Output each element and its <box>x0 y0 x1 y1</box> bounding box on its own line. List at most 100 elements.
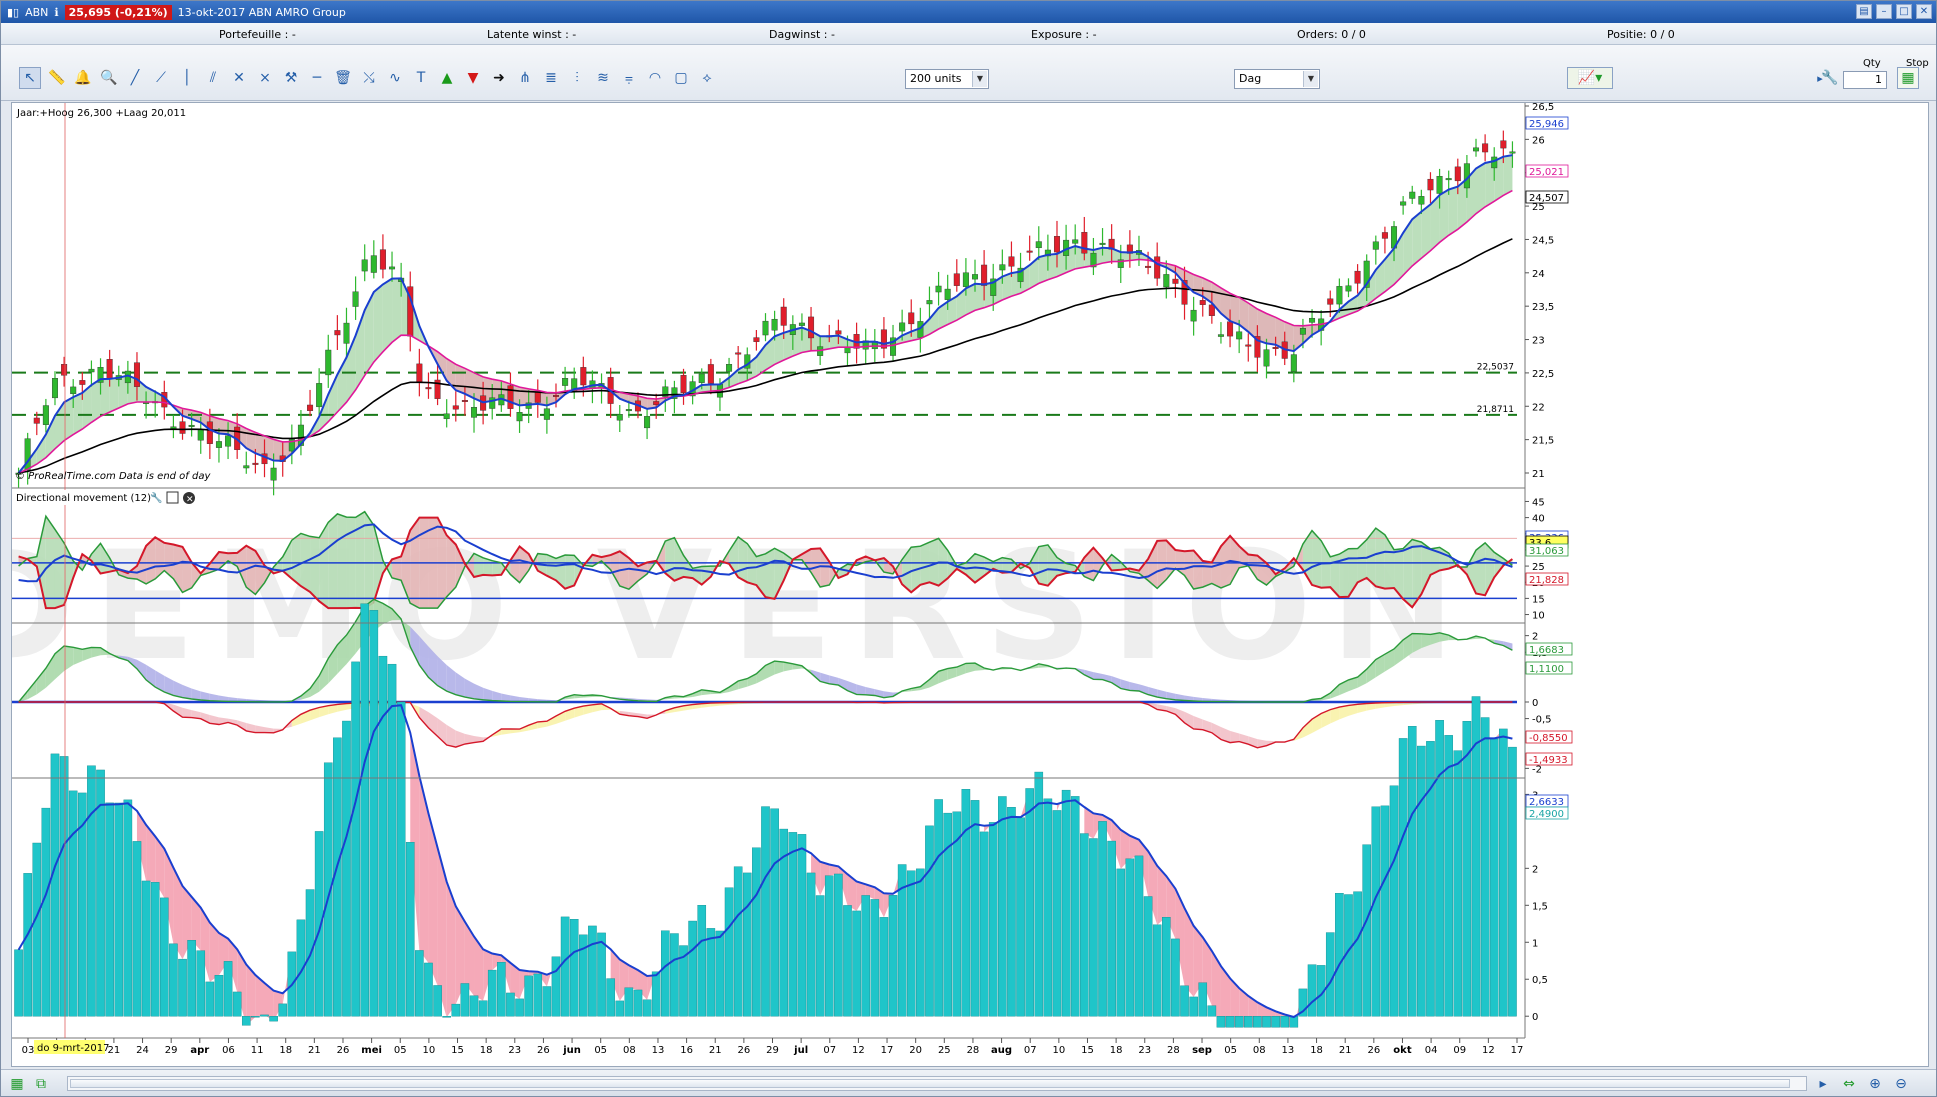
zoom-out-icon[interactable]: ⊖ <box>1895 1076 1907 1092</box>
horizontal-scrollbar[interactable] <box>67 1076 1807 1091</box>
alert-bell-icon[interactable]: 🔔 <box>74 70 92 86</box>
hist-bar <box>497 962 506 1017</box>
fan-icon[interactable]: ✕ <box>233 70 245 86</box>
add-indicator-icon[interactable]: ⧉ <box>36 1076 46 1092</box>
dm-cloud-segment <box>1066 563 1076 574</box>
hist-bar <box>1080 833 1089 1017</box>
rectangle-icon[interactable]: ▢ <box>674 70 688 86</box>
directional-movement-panel[interactable] <box>12 510 1517 610</box>
hist-fill-segment <box>464 921 475 996</box>
ma-cloud-segment <box>902 331 912 343</box>
wave-icon[interactable]: ∿ <box>389 70 401 86</box>
candle-body <box>70 386 77 395</box>
dm-cloud-segment <box>984 557 994 576</box>
tools-icon[interactable]: ⚒ <box>284 70 298 86</box>
ma-cloud-segment <box>36 434 46 465</box>
hist-bar <box>1243 1016 1253 1028</box>
price-panel[interactable]: 22,5037 21,8711 <box>12 130 1517 496</box>
hist-bar <box>260 1014 269 1017</box>
indicator-settings-icon[interactable]: 🔧 <box>150 491 162 504</box>
andrews-icon[interactable]: ⨯ <box>259 70 271 86</box>
order-ticket-icon[interactable]: ▦ <box>1897 67 1919 89</box>
histogram-panel[interactable] <box>14 603 1517 1028</box>
candle-body <box>24 438 31 471</box>
oscillator-panel[interactable] <box>12 598 1517 749</box>
x-tick-label: jul <box>793 1045 808 1056</box>
fit-chart-icon[interactable]: ⇔ <box>1843 1076 1855 1092</box>
buy-arrow-icon[interactable]: ▲ <box>441 70 453 86</box>
hist-bar <box>1152 924 1162 1017</box>
chart-type-icon[interactable]: 📈▾ <box>1567 67 1613 89</box>
hist-bar <box>1389 785 1399 1017</box>
scroll-thumb[interactable] <box>70 1079 1790 1088</box>
ma-cloud-segment <box>1038 254 1048 284</box>
add-chart-icon[interactable]: ▦ <box>10 1076 24 1092</box>
candle-body <box>88 368 95 373</box>
close-button[interactable]: ✕ <box>1916 4 1932 19</box>
vertical-line-icon[interactable]: │ <box>182 70 192 86</box>
regression-icon[interactable]: ⩦ <box>624 70 634 86</box>
info-icon[interactable]: ℹ <box>54 5 59 19</box>
layout-icon[interactable]: ▤ <box>1856 4 1872 19</box>
channel-icon[interactable]: ⫽ <box>209 70 217 86</box>
zoom-icon[interactable]: 🔍 <box>100 70 118 86</box>
hist-bar <box>1207 1005 1217 1017</box>
x-tick-label: 05 <box>1224 1045 1237 1056</box>
candle-body <box>625 409 632 412</box>
fibonacci-icon[interactable]: ≣ <box>545 70 557 86</box>
orders-text[interactable]: Orders: 0 / 0 <box>1297 28 1366 41</box>
x-tick-label: 07 <box>823 1045 836 1056</box>
text-icon[interactable]: T <box>416 70 426 86</box>
right-arrow-icon[interactable]: ➜ <box>493 70 505 86</box>
hist-bar <box>269 1016 278 1022</box>
ma-mid-line <box>18 189 1513 474</box>
segment-icon[interactable]: ╱ <box>130 70 140 86</box>
sell-arrow-icon[interactable]: ▼ <box>467 70 479 86</box>
scroll-right-icon[interactable]: ▸ <box>1819 1076 1827 1092</box>
drawing-toolbar: ↖ 📏 🔔 🔍 ╱ ⟋ │ ⫽ ✕ ⨯ ⚒ ─ 🗑 ⤯ ∿ T ▲ ▼ ➜ ⋔ … <box>1 45 1936 101</box>
osc-lower-segment <box>1184 711 1194 729</box>
ruler-icon[interactable]: 📏 <box>48 70 66 86</box>
expand-icon[interactable]: ▸ <box>1817 71 1823 85</box>
osc-lower-segment <box>583 704 593 715</box>
maximize-button[interactable]: □ <box>1896 4 1912 19</box>
raff-icon[interactable]: ≋ <box>597 70 609 86</box>
period-select[interactable]: Dag ▼ <box>1234 69 1320 89</box>
trend-icon[interactable]: ⤯ <box>363 70 375 86</box>
dm-cloud-segment <box>1230 535 1240 585</box>
osc-upper-segment <box>519 696 529 702</box>
pointer-icon[interactable]: ↖ <box>19 67 41 89</box>
gann-icon[interactable]: ⫶ <box>575 70 579 86</box>
osc-upper-segment <box>1102 673 1112 683</box>
symbol-label[interactable]: ABN <box>25 5 49 19</box>
hist-bar <box>688 920 697 1017</box>
indicator-window-icon[interactable] <box>166 491 179 504</box>
units-select[interactable]: 200 units ▼ <box>905 69 989 89</box>
arc-icon[interactable]: ◠ <box>648 70 662 86</box>
hist-fill-segment <box>474 936 484 1001</box>
x-tick-label: 18 <box>1110 1045 1123 1056</box>
zoom-in-icon[interactable]: ⊕ <box>1869 1076 1881 1092</box>
indicator-close-icon[interactable] <box>183 492 195 504</box>
ma-cloud-segment <box>319 394 329 431</box>
dm-cloud-segment <box>683 555 693 579</box>
bottom-bar: ▦ ⧉ ▸ ⇔ ⊕ ⊖ <box>1 1069 1936 1096</box>
delete-icon[interactable]: 🗑 <box>334 70 352 86</box>
line-icon[interactable]: ⟋ <box>156 70 166 86</box>
qty-input[interactable]: 1 <box>1843 71 1887 89</box>
horizontal-line-icon[interactable]: ─ <box>312 70 322 86</box>
dm-cloud-segment <box>738 536 748 583</box>
candle-body <box>835 330 842 335</box>
minimize-button[interactable]: – <box>1876 4 1892 19</box>
settings-wrench-icon[interactable]: 🔧 <box>1821 70 1839 86</box>
pitchfork-icon[interactable]: ⋔ <box>519 70 531 86</box>
osc-upper-segment <box>173 680 183 698</box>
ma-cloud-segment <box>1102 247 1112 264</box>
positie-text[interactable]: Positie: 0 / 0 <box>1607 28 1675 41</box>
candle-body <box>1327 298 1334 305</box>
hist-bar <box>670 933 679 1017</box>
hist-bar <box>979 831 989 1017</box>
ellipse-icon[interactable]: ⟡ <box>702 70 712 86</box>
